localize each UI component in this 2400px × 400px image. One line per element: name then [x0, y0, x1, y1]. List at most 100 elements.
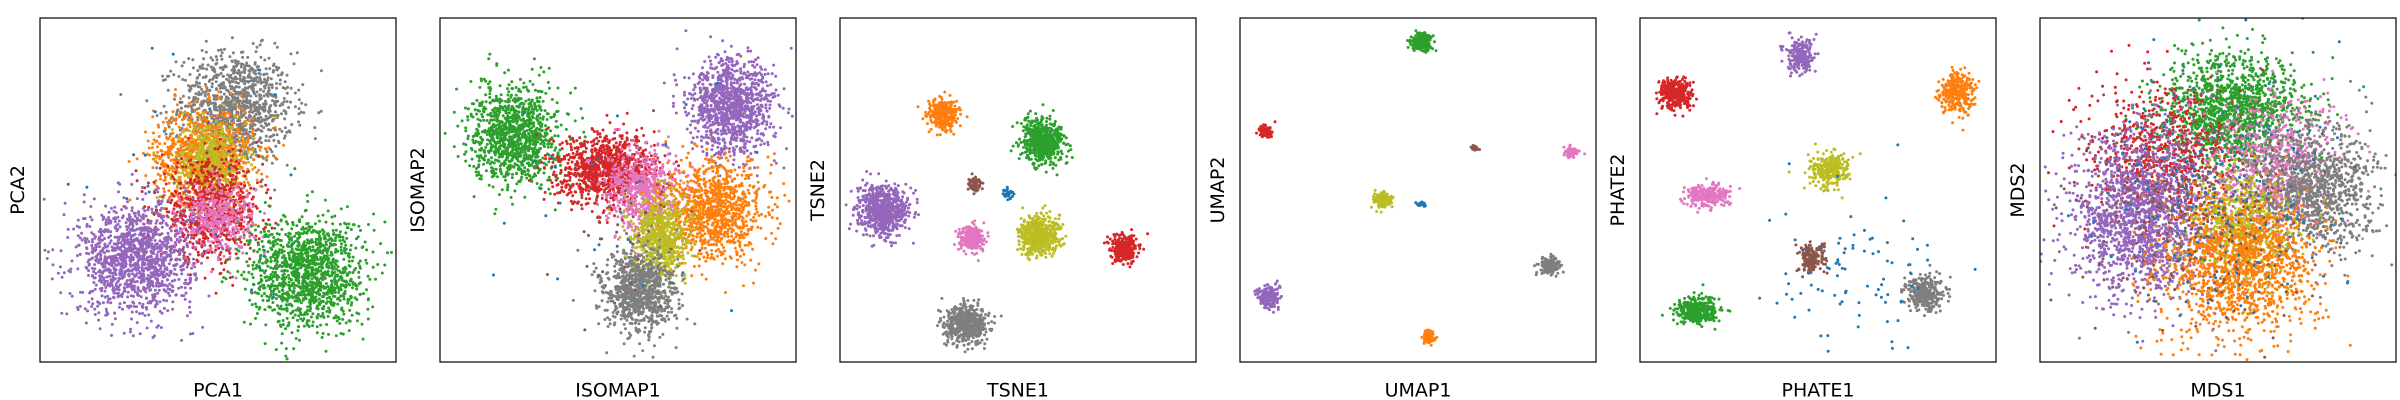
point: [183, 220, 187, 224]
point: [188, 300, 192, 304]
point: [214, 127, 218, 131]
point: [215, 143, 219, 147]
point: [154, 154, 158, 158]
point: [66, 227, 70, 231]
point: [339, 248, 343, 252]
point: [220, 244, 224, 248]
point: [191, 103, 195, 107]
point: [152, 138, 156, 142]
point: [262, 102, 266, 106]
point: [276, 113, 280, 117]
point: [203, 228, 206, 232]
point: [257, 65, 260, 68]
point: [129, 260, 133, 264]
point: [186, 273, 190, 277]
point: [213, 102, 217, 106]
point: [197, 106, 201, 110]
point: [269, 104, 273, 107]
point: [111, 255, 115, 258]
point: [126, 247, 130, 251]
point: [190, 110, 194, 114]
point: [234, 144, 238, 148]
point: [168, 120, 172, 124]
point: [109, 220, 113, 223]
point: [219, 210, 223, 214]
point: [84, 321, 88, 325]
point: [283, 134, 287, 138]
point: [162, 264, 166, 268]
point: [123, 205, 127, 209]
point: [282, 100, 286, 104]
point: [189, 133, 193, 137]
point: [253, 165, 257, 169]
point: [273, 116, 277, 119]
point: [129, 283, 133, 287]
point: [154, 160, 158, 164]
point: [175, 153, 179, 157]
point: [152, 270, 156, 274]
point: [278, 104, 282, 108]
point: [198, 115, 202, 119]
point: [251, 167, 255, 171]
point: [163, 258, 167, 262]
point: [174, 258, 178, 262]
point: [232, 188, 236, 192]
point: [252, 101, 256, 104]
point: [290, 123, 294, 126]
point: [150, 251, 154, 255]
point: [116, 222, 120, 226]
point: [153, 239, 157, 242]
point: [118, 225, 122, 229]
point: [187, 258, 191, 261]
point: [171, 289, 175, 293]
point: [251, 129, 255, 132]
point: [174, 122, 178, 126]
point: [168, 249, 172, 253]
point: [202, 57, 206, 61]
point: [211, 267, 215, 271]
point: [188, 159, 191, 163]
point: [184, 162, 187, 166]
point: [265, 72, 269, 76]
point: [87, 240, 91, 244]
point: [210, 114, 214, 118]
point: [146, 139, 150, 143]
point: [217, 96, 221, 100]
point: [217, 205, 221, 209]
point: [214, 291, 218, 295]
point: [275, 133, 279, 137]
point: [108, 241, 112, 245]
point: [123, 271, 127, 274]
point: [229, 87, 233, 91]
point: [183, 116, 187, 120]
point: [249, 114, 252, 118]
point: [203, 192, 207, 196]
point: [199, 134, 203, 138]
point: [83, 239, 87, 243]
point: [152, 131, 155, 135]
point: [103, 229, 107, 233]
point: [169, 194, 173, 198]
point: [158, 244, 162, 247]
point: [145, 296, 149, 300]
point: [199, 168, 203, 172]
point: [175, 229, 179, 233]
point: [234, 96, 238, 100]
point: [243, 148, 247, 152]
point: [272, 102, 276, 106]
point: [88, 215, 92, 219]
point: [194, 190, 197, 194]
point: [265, 175, 269, 179]
point: [191, 217, 195, 221]
point: [90, 250, 94, 254]
point: [248, 68, 252, 72]
point: [245, 64, 249, 68]
point: [205, 126, 209, 130]
point: [151, 295, 155, 299]
point: [191, 242, 195, 246]
point: [163, 142, 167, 145]
point: [232, 238, 236, 241]
point: [242, 220, 246, 224]
point: [215, 58, 219, 62]
point: [131, 288, 135, 291]
